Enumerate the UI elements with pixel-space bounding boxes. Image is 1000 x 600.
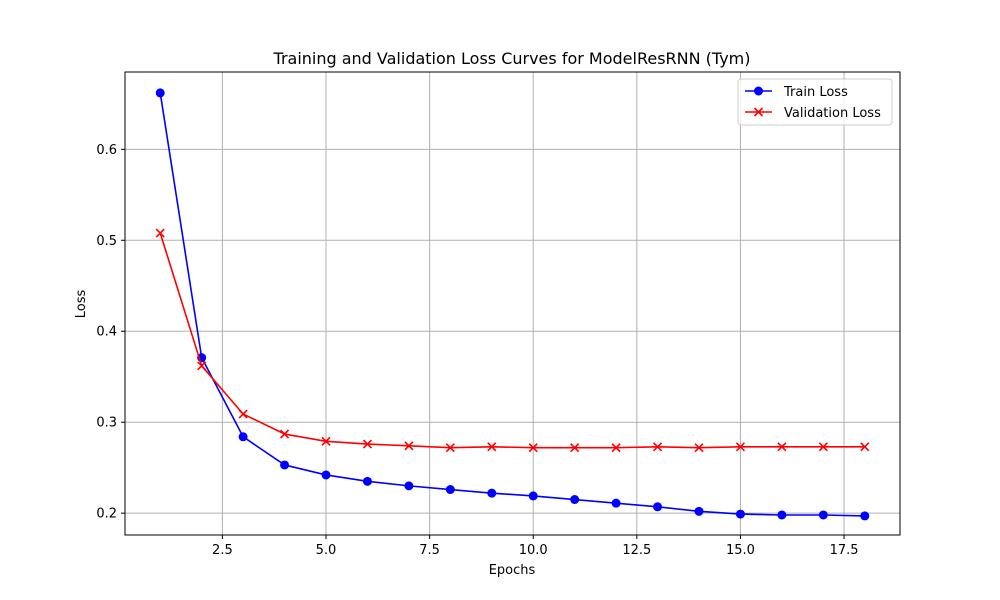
- validation-loss-point: [777, 442, 787, 452]
- train-loss-point: [611, 498, 621, 508]
- validation-loss-point: [238, 409, 248, 419]
- validation-loss-point: [652, 442, 663, 452]
- y-tick-label: 0.5: [96, 234, 117, 249]
- validation-loss-line: [159, 232, 865, 449]
- train-loss-point: [404, 481, 414, 491]
- train-loss-point: [528, 491, 538, 501]
- train-loss-point: [280, 460, 290, 470]
- train-loss-point: [735, 509, 745, 519]
- train-loss-point: [860, 511, 870, 521]
- validation-loss-point: [487, 442, 497, 452]
- series-train-loss: [155, 88, 870, 521]
- train-loss-line: [159, 92, 865, 517]
- x-tick-label: 2.5: [212, 543, 233, 558]
- legend: Train Loss Validation Loss: [737, 78, 893, 126]
- y-tick-label: 0.2: [96, 507, 117, 522]
- train-loss-point: [818, 510, 828, 520]
- train-loss-point: [321, 470, 331, 480]
- chart-title: Training and Validation Loss Curves for …: [273, 49, 751, 68]
- train-loss-point: [445, 485, 455, 495]
- legend-label-validation: Validation Loss: [784, 106, 881, 121]
- train-loss-point: [653, 502, 663, 512]
- train-loss-point: [487, 488, 497, 498]
- train-loss-point: [777, 510, 787, 520]
- x-axis-ticks: 2.5 5.0 7.5 10.0 12.5 15.0 17.5: [212, 535, 859, 558]
- validation-loss-point: [735, 442, 746, 452]
- y-tick-label: 0.6: [96, 143, 117, 158]
- validation-loss-point: [197, 361, 207, 371]
- train-loss-point: [694, 506, 704, 516]
- validation-loss-point: [155, 228, 165, 238]
- train-loss-point: [570, 495, 580, 505]
- validation-loss-point: [694, 443, 704, 453]
- plot-series: [155, 88, 870, 521]
- y-axis-label: Loss: [74, 290, 89, 319]
- validation-loss-point: [279, 429, 290, 439]
- validation-loss-point: [860, 442, 870, 452]
- validation-loss-point: [611, 443, 621, 453]
- train-loss-point: [362, 476, 372, 486]
- validation-loss-point: [445, 443, 455, 453]
- series-validation-loss: [155, 228, 870, 453]
- x-tick-label: 15.0: [726, 543, 755, 558]
- y-axis-ticks: 0.2 0.3 0.4 0.5 0.6: [96, 143, 125, 522]
- plot-frame: [124, 71, 901, 536]
- x-tick-label: 7.5: [419, 543, 440, 558]
- validation-loss-point: [362, 439, 373, 449]
- x-tick-label: 10.0: [519, 543, 548, 558]
- x-tick-label: 12.5: [622, 543, 651, 558]
- validation-loss-point: [404, 441, 414, 451]
- legend-marker-train: [754, 86, 763, 96]
- train-loss-point: [238, 432, 248, 442]
- validation-loss-point: [570, 443, 580, 453]
- validation-loss-point: [321, 436, 331, 446]
- x-axis-label: Epochs: [489, 563, 536, 578]
- y-tick-label: 0.3: [96, 416, 117, 431]
- y-tick-label: 0.4: [96, 325, 117, 340]
- validation-loss-point: [818, 442, 828, 452]
- legend-label-train: Train Loss: [783, 85, 848, 100]
- grid: [125, 72, 900, 535]
- x-tick-label: 5.0: [316, 543, 337, 558]
- validation-loss-point: [528, 443, 538, 453]
- legend-box: [737, 78, 893, 126]
- train-loss-point: [155, 88, 165, 98]
- x-tick-label: 17.5: [830, 543, 859, 558]
- legend-marker-validation: [753, 107, 764, 117]
